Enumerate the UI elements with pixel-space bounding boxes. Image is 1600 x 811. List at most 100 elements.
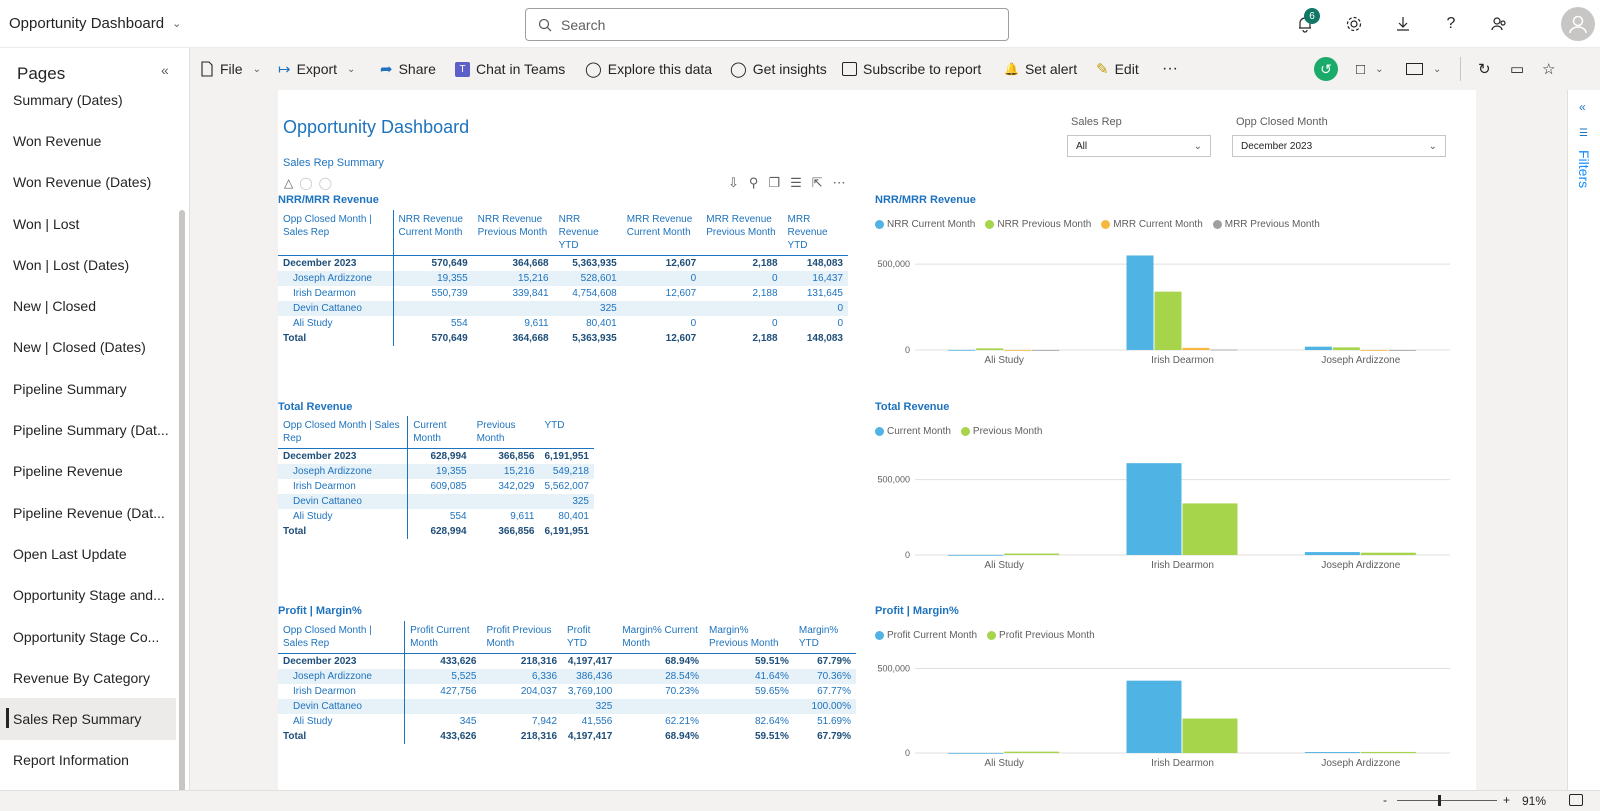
bar[interactable] xyxy=(1126,255,1154,350)
legend-item[interactable]: Current Month xyxy=(875,426,951,437)
bar[interactable] xyxy=(1182,503,1238,555)
refresh-button[interactable]: ↻ xyxy=(1478,48,1491,90)
pages-scrollbar[interactable] xyxy=(179,210,185,790)
column-header[interactable]: Margin% Current Month xyxy=(617,621,705,654)
view-button[interactable]: ⌄ xyxy=(1406,48,1441,90)
column-header[interactable]: Profit Current Month xyxy=(404,621,482,654)
page-item[interactable]: Opportunity Stage Co... xyxy=(13,628,160,645)
column-header[interactable]: Current Month xyxy=(407,416,472,449)
sales-rep-slicer[interactable]: All ⌄ xyxy=(1067,135,1211,157)
focus-mode-icon[interactable]: ⇱ xyxy=(811,175,823,190)
page-item[interactable]: Pipeline Summary (Dat... xyxy=(13,422,169,439)
explore-data-button[interactable]: ◯ Explore this data xyxy=(585,48,712,90)
feedback-button[interactable] xyxy=(1489,14,1509,34)
help-button[interactable]: ? xyxy=(1441,14,1461,34)
legend-item[interactable]: Profit Current Month xyxy=(875,630,977,641)
page-item[interactable]: Won | Lost xyxy=(13,215,80,232)
bar[interactable] xyxy=(948,554,1004,556)
bar[interactable] xyxy=(1304,752,1360,753)
edit-button[interactable]: ✎ Edit xyxy=(1096,48,1139,90)
page-item[interactable]: New | Closed (Dates) xyxy=(13,339,146,356)
page-item[interactable]: Won | Lost (Dates) xyxy=(13,256,130,273)
bar[interactable] xyxy=(1304,552,1360,555)
page-item[interactable]: Won Revenue (Dates) xyxy=(13,174,152,191)
page-item[interactable]: Revenue By Category xyxy=(13,669,150,686)
filter-icon[interactable]: ☰ xyxy=(790,175,802,190)
legend-item[interactable]: MRR Current Month xyxy=(1101,219,1203,230)
zoom-slider[interactable] xyxy=(1397,800,1497,801)
month-slicer[interactable]: December 2023 ⌄ xyxy=(1232,135,1446,157)
page-item[interactable]: Summary (Dates) xyxy=(13,91,123,108)
notifications-button[interactable]: 6 xyxy=(1295,8,1320,34)
column-header[interactable]: Margin% Previous Month xyxy=(704,621,794,654)
legend-item[interactable]: NRR Previous Month xyxy=(985,219,1091,230)
column-header[interactable]: Opp Closed Month | Sales Rep xyxy=(278,210,394,256)
column-header[interactable]: Margin% YTD xyxy=(793,621,856,654)
column-header[interactable]: Opp Closed Month | Sales Rep xyxy=(278,621,406,654)
expand-filters-icon[interactable]: « xyxy=(1579,100,1586,114)
bar[interactable] xyxy=(1126,680,1182,753)
bar[interactable] xyxy=(1332,347,1360,350)
get-insights-button[interactable]: ◯ Get insights xyxy=(730,48,827,90)
favorite-button[interactable]: ☆ xyxy=(1542,48,1555,90)
page-item[interactable]: Pipeline Revenue xyxy=(13,463,123,480)
bar[interactable] xyxy=(1388,350,1416,351)
drill-up-icon[interactable]: △ xyxy=(284,176,294,190)
export-menu[interactable]: ↦ Export ⌄ xyxy=(278,48,355,90)
bar[interactable] xyxy=(1360,552,1416,555)
column-header[interactable]: Opp Closed Month | Sales Rep xyxy=(278,416,409,449)
app-title-dropdown[interactable]: Opportunity Dashboard ⌄ xyxy=(9,15,181,32)
bar[interactable] xyxy=(1004,751,1060,753)
column-header[interactable]: NRR Revenue YTD xyxy=(553,210,622,256)
bar[interactable] xyxy=(1210,349,1238,351)
bar[interactable] xyxy=(1126,463,1182,555)
page-item[interactable]: Opportunity Stage and... xyxy=(13,587,165,604)
column-header[interactable]: Profit Previous Month xyxy=(481,621,563,654)
reset-button[interactable]: ↺ xyxy=(1314,48,1338,90)
search-box[interactable]: Search xyxy=(525,8,1009,41)
page-item[interactable]: Report Information xyxy=(13,752,129,769)
set-alert-button[interactable]: 🔔 Set alert xyxy=(1004,48,1077,90)
drill-down-icon[interactable]: ◯ xyxy=(299,176,313,190)
bar[interactable] xyxy=(1360,350,1388,351)
bar[interactable] xyxy=(1182,718,1238,753)
share-button[interactable]: ➦ Share xyxy=(380,48,436,90)
bookmark-button[interactable]: □ ⌄ xyxy=(1356,48,1383,90)
expand-icon[interactable]: ◯ xyxy=(318,176,333,190)
page-item[interactable]: Pipeline Summary xyxy=(13,380,127,397)
more-options-button[interactable]: ··· xyxy=(1162,48,1178,90)
column-header[interactable]: MRR Revenue YTD xyxy=(782,210,848,256)
bar[interactable] xyxy=(948,752,1004,754)
page-item[interactable]: Won Revenue xyxy=(13,132,102,149)
bar[interactable] xyxy=(1004,350,1032,351)
bar[interactable] xyxy=(976,348,1004,350)
page-item[interactable]: New | Closed xyxy=(13,298,97,315)
column-header[interactable]: Profit YTD xyxy=(562,621,618,654)
legend-item[interactable]: MRR Previous Month xyxy=(1212,219,1320,230)
more-options-icon[interactable]: ⋯ xyxy=(832,175,846,190)
comments-button[interactable]: ▭ xyxy=(1510,48,1524,90)
collapse-pane-button[interactable]: « xyxy=(161,62,169,78)
zoom-in-button[interactable]: + xyxy=(1503,793,1511,807)
legend-item[interactable]: NRR Current Month xyxy=(875,219,975,230)
chat-in-teams-button[interactable]: T Chat in Teams xyxy=(455,48,565,90)
copy-icon[interactable]: ❐ xyxy=(768,175,781,190)
zoom-slider-thumb[interactable] xyxy=(1438,795,1441,806)
page-item[interactable]: Open Last Update xyxy=(13,545,127,562)
column-header[interactable]: MRR Revenue Previous Month xyxy=(701,210,783,256)
bar[interactable] xyxy=(1032,350,1060,351)
filters-pane[interactable]: « ☰ Filters xyxy=(1567,90,1600,790)
settings-button[interactable] xyxy=(1344,14,1364,34)
legend-item[interactable]: Previous Month xyxy=(960,426,1042,437)
column-header[interactable]: MRR Revenue Current Month xyxy=(621,210,702,256)
avatar[interactable] xyxy=(1561,7,1595,41)
fit-to-page-icon[interactable] xyxy=(1569,794,1583,806)
column-header[interactable]: YTD xyxy=(539,416,594,449)
page-item[interactable]: Sales Rep Summary xyxy=(0,698,176,740)
bar[interactable] xyxy=(1154,291,1182,350)
zoom-out-button[interactable]: - xyxy=(1383,793,1387,807)
bar[interactable] xyxy=(1360,751,1416,753)
file-menu[interactable]: File ⌄ xyxy=(200,48,261,90)
column-header[interactable]: Previous Month xyxy=(471,416,540,449)
drill-mode-icon[interactable]: ⇩ xyxy=(728,175,739,190)
